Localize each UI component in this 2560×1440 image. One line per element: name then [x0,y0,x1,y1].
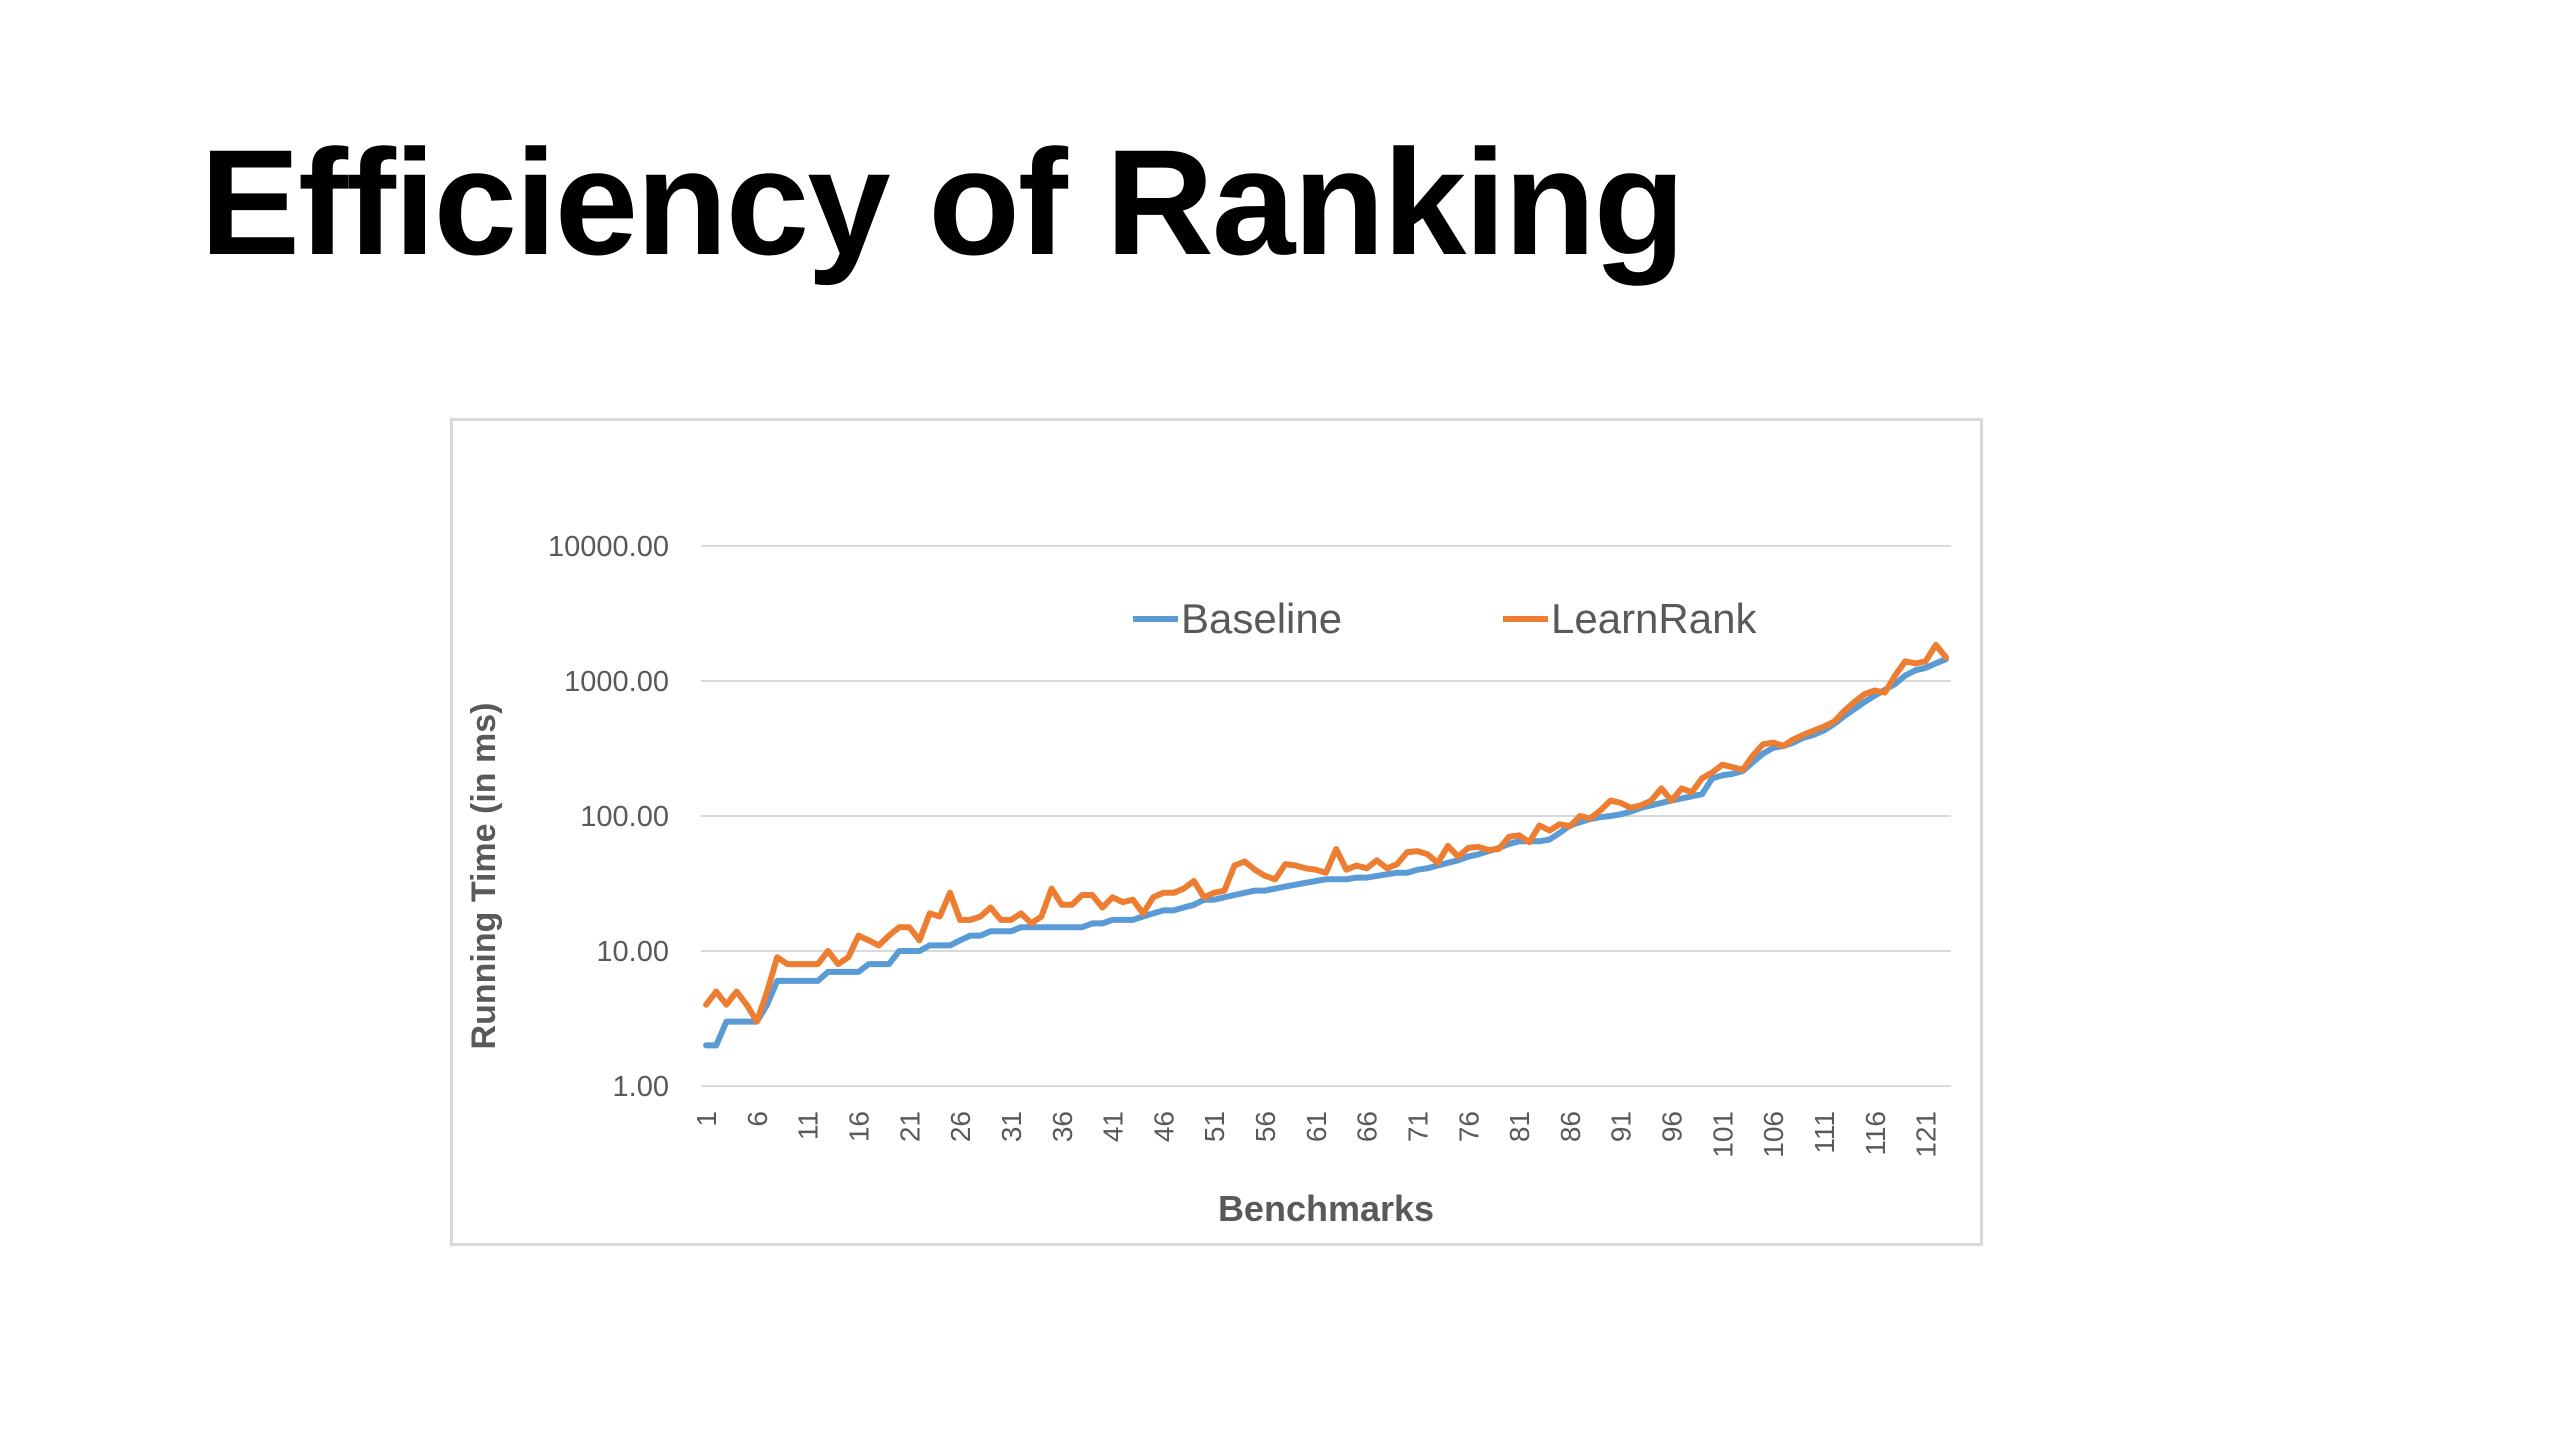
x-axis-title: Benchmarks [1218,1188,1434,1229]
x-tick-label: 31 [996,1111,1027,1142]
x-tick-label: 121 [1911,1111,1942,1158]
x-tick-label: 66 [1352,1111,1383,1142]
series-line-baseline [703,656,1949,1049]
y-tick-label: 1000.00 [564,666,669,698]
x-tick-label: 41 [1098,1111,1129,1142]
x-tick-label: 61 [1301,1111,1332,1142]
x-tick-label: 96 [1657,1111,1688,1142]
x-tick-label: 71 [1402,1111,1433,1142]
x-tick-label: 51 [1199,1111,1230,1142]
x-tick-label: 81 [1504,1111,1535,1142]
x-tick-label: 6 [742,1111,773,1127]
x-tick-label: 11 [793,1111,824,1140]
x-tick-label: 26 [945,1111,976,1142]
x-tick-label: 16 [844,1111,875,1142]
y-tick-label: 10.00 [596,936,669,968]
x-tick-label: 91 [1606,1111,1637,1142]
x-tick-label: 1 [691,1111,722,1127]
x-tick-label: 111 [1809,1111,1840,1154]
y-tick-label: 10000.00 [548,531,669,563]
x-tick-label: 76 [1453,1111,1484,1142]
x-tick-label: 56 [1250,1111,1281,1142]
x-tick-label: 101 [1707,1111,1738,1158]
x-tick-label: 116 [1860,1111,1891,1156]
slide-title: Efficiency of Ranking [200,118,1685,286]
chart-frame: 1.00 10.00 100.00 1000.00 10000.00 1 6 11 16 21 26… [450,418,1983,1246]
x-tick-label: 106 [1758,1111,1789,1158]
y-tick-label: 100.00 [580,801,669,833]
x-tick-label: 46 [1148,1111,1179,1142]
y-axis-title: Running Time (in ms) [465,703,503,1050]
x-tick-label: 36 [1047,1111,1078,1142]
legend-label-baseline: Baseline [1181,595,1342,642]
y-tick-label: 1.00 [613,1071,669,1103]
x-tick-label: 86 [1555,1111,1586,1142]
series-line-learnrank [703,641,1949,1025]
x-tick-label: 21 [894,1111,925,1142]
legend-label-learnrank: LearnRank [1551,595,1757,642]
